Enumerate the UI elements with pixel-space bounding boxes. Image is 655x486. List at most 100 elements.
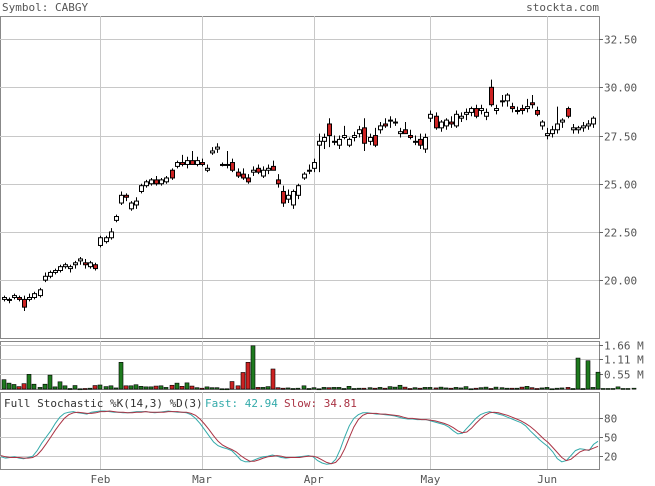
candle-body xyxy=(581,125,586,129)
candle-body xyxy=(586,123,591,127)
volume-bar xyxy=(625,388,631,390)
volume-bar xyxy=(103,386,109,390)
symbol-label: Symbol: CABGY xyxy=(2,1,88,14)
candle-body xyxy=(352,135,357,138)
volume-bar xyxy=(631,387,637,390)
candle-body xyxy=(571,127,576,131)
candle-body xyxy=(342,135,347,138)
candle-body xyxy=(515,109,520,112)
candle-body xyxy=(12,295,17,299)
candle-body xyxy=(119,194,124,204)
volume-bar xyxy=(16,386,22,390)
candle-body xyxy=(241,173,246,179)
candle-body xyxy=(154,179,159,185)
volume-bar xyxy=(478,387,484,390)
volume-bar xyxy=(600,388,606,390)
volume-bar xyxy=(493,386,499,390)
candle-body xyxy=(256,167,261,173)
candle-body xyxy=(180,162,185,165)
price-tick-label: 20.00 xyxy=(604,275,637,288)
stochastic-panel: 20 50 80 xyxy=(0,392,617,470)
candle-body xyxy=(555,123,560,131)
candle-body xyxy=(439,121,444,129)
volume-bar xyxy=(595,371,601,390)
candle-body xyxy=(408,135,413,138)
candle-body xyxy=(307,169,312,172)
volume-panel: 0.55 M 1.11 M1.66 M xyxy=(0,340,644,391)
volume-bar xyxy=(280,387,286,390)
candle-body xyxy=(63,264,68,268)
volume-bar xyxy=(341,388,347,390)
candle-body xyxy=(43,275,48,281)
candle-body xyxy=(454,113,459,127)
price-panel: 20.00 22.50 25.00 27.50 30.00 32.50 Feb Mar Apr M… xyxy=(0,16,637,486)
stochastic-tick-label: 50 xyxy=(604,432,617,445)
volume-bar xyxy=(72,385,78,390)
volume-bar xyxy=(331,387,337,390)
volume-bar xyxy=(412,387,418,390)
candle-body xyxy=(530,102,535,106)
volume-bar xyxy=(483,386,489,390)
volume-bar xyxy=(468,388,474,391)
stochastic-fast-line xyxy=(0,410,599,465)
brand-label[interactable]: stockta.com xyxy=(526,1,599,14)
volume-bar xyxy=(615,386,621,390)
volume-bar xyxy=(356,387,362,390)
volume-bar xyxy=(270,368,276,390)
volume-panel-frame xyxy=(0,341,600,390)
candle-body xyxy=(22,298,27,308)
candle-body xyxy=(195,160,200,165)
volume-bar xyxy=(92,385,98,390)
volume-bar xyxy=(580,388,586,390)
candle-body xyxy=(149,179,154,185)
volume-bar xyxy=(179,386,185,390)
volume-bar xyxy=(605,388,611,390)
candle-body xyxy=(423,136,428,150)
volume-bar xyxy=(6,382,12,390)
volume-bar xyxy=(422,387,428,390)
volume-bar xyxy=(214,387,220,390)
volume-bar xyxy=(245,362,251,390)
volume-bar xyxy=(433,387,439,390)
candle-body xyxy=(48,271,53,277)
volume-bar xyxy=(67,388,73,390)
candle-body xyxy=(500,100,505,103)
volume-bar xyxy=(534,388,540,390)
volume-bar xyxy=(255,387,261,390)
candle-body xyxy=(317,140,322,146)
volume-bar xyxy=(199,387,205,390)
volume-bar xyxy=(128,385,134,390)
candle-body xyxy=(83,262,88,266)
volume-bar xyxy=(458,387,464,390)
stochastic-slow-label: Slow: 34.81 xyxy=(284,397,357,410)
candle-body xyxy=(302,173,307,179)
volume-bar xyxy=(539,387,545,390)
volume-bar xyxy=(148,386,154,390)
candle-body xyxy=(484,111,489,117)
candle-body xyxy=(576,127,581,131)
volume-bar xyxy=(570,388,576,390)
volume-bar xyxy=(31,383,37,390)
volume-tick-label: 1.11 M xyxy=(604,354,644,367)
candle-body xyxy=(53,270,58,273)
price-tick-label: 32.50 xyxy=(604,34,637,47)
candle-body xyxy=(134,200,139,206)
candle-body xyxy=(398,131,403,135)
volume-bar xyxy=(133,384,139,390)
volume-bar xyxy=(123,385,129,390)
candle-body xyxy=(469,108,474,113)
candle-body xyxy=(566,108,571,117)
candle-body xyxy=(2,297,7,300)
candle-body xyxy=(286,194,291,200)
candle-body xyxy=(332,140,337,143)
candle-body xyxy=(225,163,230,166)
volume-bar xyxy=(265,386,271,390)
candle-body xyxy=(73,262,78,266)
volume-bar xyxy=(158,385,164,390)
volume-bar xyxy=(559,387,565,390)
volume-bar xyxy=(544,387,550,390)
stochastic-tick-label: 80 xyxy=(604,413,617,426)
volume-bar xyxy=(443,387,449,390)
candle-body xyxy=(261,169,266,177)
